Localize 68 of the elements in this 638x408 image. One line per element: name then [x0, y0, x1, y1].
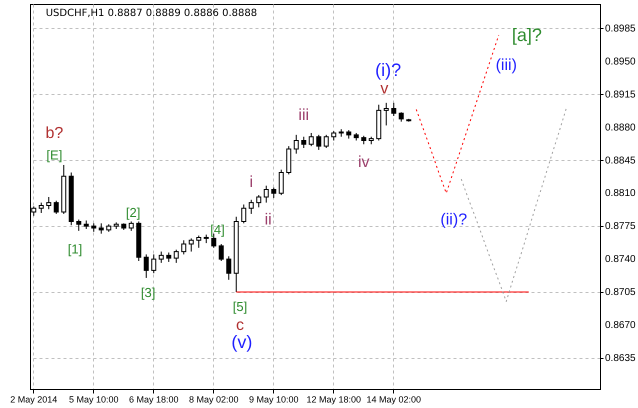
candlestick	[391, 102, 396, 117]
annotation: iii	[298, 107, 310, 124]
y-tick-label: 0.8635	[605, 352, 636, 364]
candlestick	[278, 169, 284, 196]
annotation: (v)	[231, 332, 252, 352]
candlestick	[218, 244, 224, 262]
y-tick-label: 0.8845	[605, 155, 636, 166]
y-tick-label: 0.8705	[605, 287, 636, 298]
annotation: [3]	[140, 284, 156, 300]
candlestick	[241, 204, 246, 224]
annotation: iv	[358, 154, 370, 172]
candlestick	[331, 130, 336, 141]
y-tick-label: 0.8985	[605, 23, 636, 34]
annotation: (i)?	[375, 60, 402, 80]
x-tick-label: 12 May 18:00	[306, 394, 362, 404]
candlestick	[158, 251, 164, 264]
x-tick-label: 9 May 10:00	[248, 394, 299, 404]
candlestick	[76, 219, 82, 232]
annotation: [1]	[68, 242, 82, 257]
y-tick-label: 0.8775	[605, 221, 636, 232]
candlestick	[271, 187, 276, 198]
candlestick	[264, 185, 269, 204]
x-tick-label: 2 May 2014	[10, 394, 58, 404]
x-tick-label: 5 May 10:00	[68, 394, 119, 404]
annotation: [4]	[210, 222, 225, 237]
y-tick-label: 0.8670	[605, 320, 636, 331]
y-tick-label: 0.8740	[605, 254, 636, 266]
annotation: [E]	[46, 148, 62, 163]
candlestick	[196, 235, 202, 248]
annotation: (ii)?	[440, 212, 468, 229]
annotation: b?	[45, 124, 64, 142]
x-tick-label: 6 May 18:00	[128, 394, 179, 404]
candlestick	[166, 252, 172, 262]
annotation: [5]	[232, 299, 248, 314]
candlestick	[384, 102, 389, 126]
annotation: c	[236, 316, 244, 334]
candlestick	[38, 202, 44, 214]
candlestick	[98, 222, 104, 234]
candlestick	[188, 238, 194, 252]
candlestick	[54, 200, 59, 214]
candlestick	[46, 196, 52, 210]
candlestick	[144, 254, 149, 278]
y-tick-label: 0.8880	[605, 122, 636, 134]
candlestick	[256, 194, 262, 208]
annotation: v	[380, 80, 388, 98]
annotation: (iii)	[496, 57, 517, 74]
y-tick-label: 0.8950	[605, 56, 636, 68]
chart-title: USDCHF,H1 0.8887 0.8889 0.8886 0.8888	[46, 8, 258, 19]
x-tick-label: 8 May 02:00	[188, 394, 239, 404]
candlestick	[308, 132, 314, 147]
annotation: [a]?	[512, 25, 542, 46]
candlestick	[324, 134, 329, 149]
candlestick	[286, 146, 292, 175]
candlestick	[301, 136, 306, 149]
candlestick	[181, 240, 186, 255]
candlestick	[316, 134, 322, 150]
candlestick	[174, 249, 179, 264]
annotation: i	[249, 174, 254, 191]
y-tick-label: 0.8810	[605, 188, 636, 200]
annotation: [2]	[126, 204, 140, 220]
candlestick	[151, 254, 156, 274]
candlestick	[128, 220, 134, 232]
candlestick	[248, 199, 254, 214]
candlestick	[226, 256, 232, 280]
x-tick-label: 14 May 02:00	[366, 394, 422, 404]
candlestick	[294, 134, 299, 154]
y-tick-label: 0.8915	[605, 89, 636, 100]
annotation: ii	[264, 212, 272, 229]
